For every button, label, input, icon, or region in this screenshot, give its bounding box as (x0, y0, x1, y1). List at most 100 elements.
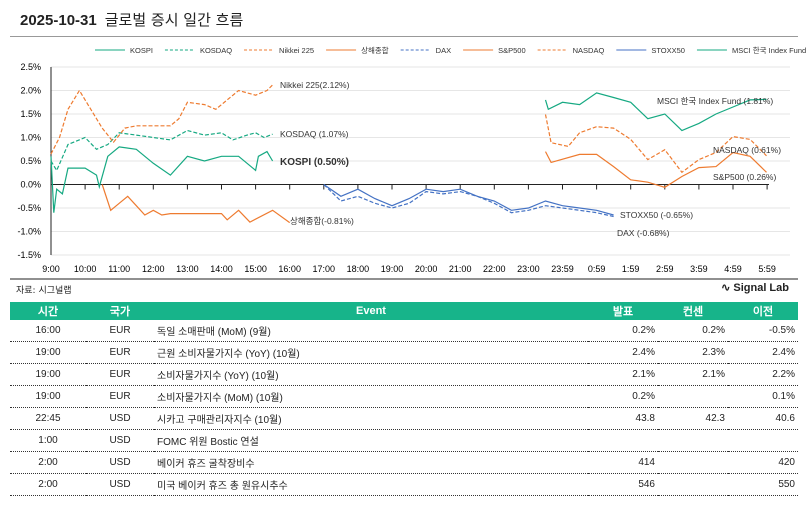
column-header: 컨센 (658, 302, 728, 320)
x-tick-label: 23:59 (551, 264, 574, 274)
series-label: NASDAQ (0.61%) (713, 145, 781, 155)
pulse-icon: ∿ (721, 282, 731, 294)
y-tick-label: 0.0% (20, 180, 41, 190)
table-cell: 546 (588, 473, 658, 496)
x-tick-label: 16:00 (278, 264, 301, 274)
table-cell: 22:45 (10, 407, 86, 430)
series-label: KOSDAQ (1.07%) (280, 129, 349, 139)
x-tick-label: 14:00 (210, 264, 233, 274)
table-cell: 2.4% (728, 341, 798, 364)
legend-item: DAX (436, 46, 451, 55)
x-tick-label: 13:00 (176, 264, 199, 274)
series-label: 상해종합(-0.81%) (290, 216, 354, 226)
series-label: S&P500 (0.26%) (713, 172, 776, 182)
x-tick-label: 0:59 (588, 264, 606, 274)
title-text: 글로벌 증시 일간 흐름 (104, 11, 244, 29)
page-title: 2025-10-31 글로벌 증시 일간 흐름 (20, 9, 243, 30)
series-line-kospi (50, 146, 274, 213)
line-chart: 2.5% 2.0% 1.5% 1.0% 0.5% 0.0% -0.5% -1.0% -1.5%9… (10, 45, 806, 280)
table-cell: 2:00 (10, 473, 86, 496)
legend-item: Nikkei 225 (279, 46, 314, 55)
table-cell: 40.6 (728, 407, 798, 430)
table-cell: EUR (86, 385, 154, 408)
table-cell: 42.3 (658, 407, 728, 430)
table-cell: USD (86, 451, 154, 474)
table-cell: 2.4% (588, 341, 658, 364)
table-cell: EUR (86, 341, 154, 364)
table-cell (728, 429, 798, 452)
table-cell: 근원 소비자물가지수 (YoY) (10월) (154, 341, 588, 364)
table-cell (658, 473, 728, 496)
table-cell: 2.3% (658, 341, 728, 364)
x-tick-label: 23:00 (517, 264, 540, 274)
table-cell: 2.1% (588, 363, 658, 386)
date: 2025-10-31 (20, 12, 97, 29)
x-tick-label: 20:00 (415, 264, 438, 274)
table-cell: 43.8 (588, 407, 658, 430)
table-cell: USD (86, 429, 154, 452)
legend-item: KOSDAQ (200, 46, 232, 55)
table-cell: 19:00 (10, 341, 86, 364)
table-row: 19:00 EUR 소비자물가지수 (YoY) (10월) 2.1% 2.1% 2.2% (10, 363, 798, 386)
table-row: 2:00 USD 미국 베이커 휴즈 총 원유시추수 546 550 (10, 473, 798, 496)
table-cell: -0.5% (728, 320, 798, 342)
table-cell: 0.2% (658, 320, 728, 342)
x-tick-label: 11:00 (108, 264, 130, 274)
divider (10, 36, 798, 37)
table-cell: 19:00 (10, 385, 86, 408)
column-header: 국가 (86, 302, 154, 320)
series-line-s-p500 (544, 151, 767, 188)
column-header: 시간 (10, 302, 86, 320)
y-tick-label: -1.5% (17, 250, 41, 260)
table-cell: FOMC 위원 Bostic 연설 (154, 429, 588, 452)
table-cell: 16:00 (10, 320, 86, 342)
table-cell: 420 (728, 451, 798, 474)
table-cell (658, 429, 728, 452)
x-tick-label: 3:59 (690, 264, 708, 274)
x-tick-label: 12:00 (142, 264, 165, 274)
table-cell: 414 (588, 451, 658, 474)
table-cell: 2:00 (10, 451, 86, 474)
series-line-nikkei-225 (50, 84, 274, 155)
table-cell: EUR (86, 363, 154, 386)
table-row: 1:00 USD FOMC 위원 Bostic 연설 (10, 429, 798, 452)
legend-item: STOXX50 (651, 46, 685, 55)
legend-item: NASDAQ (573, 46, 605, 55)
table-row: 19:00 EUR 소비자물가지수 (MoM) (10월) 0.2% 0.1% (10, 385, 798, 408)
table-cell: 2.1% (658, 363, 728, 386)
table-cell (658, 451, 728, 474)
x-tick-label: 15:00 (244, 264, 267, 274)
x-tick-label: 21:00 (449, 264, 472, 274)
brand-name: Signal Lab (733, 282, 789, 294)
series-line-kosdaq (50, 129, 273, 172)
y-tick-label: 1.5% (20, 109, 41, 119)
x-tick-label: 9:00 (42, 264, 60, 274)
x-tick-label: 22:00 (483, 264, 506, 274)
x-tick-label: 1:59 (622, 264, 640, 274)
table-cell: 2.2% (728, 363, 798, 386)
y-tick-label: 1.0% (20, 133, 41, 143)
table-cell: 1:00 (10, 429, 86, 452)
x-tick-label: 2:59 (656, 264, 674, 274)
series-label: Nikkei 225(2.12%) (280, 80, 350, 90)
table-row: 16:00 EUR 독일 소매판매 (MoM) (9월) 0.2% 0.2% -0.5% (10, 320, 798, 342)
table-cell: EUR (86, 320, 154, 342)
table-cell: 베이커 휴즈 굴착장비수 (154, 451, 588, 474)
source-note: 자료: 시그널랩 (16, 286, 72, 296)
y-tick-label: -0.5% (17, 203, 41, 213)
series-label: DAX (-0.68%) (617, 228, 670, 238)
y-tick-label: 0.5% (20, 156, 41, 166)
column-header: 발표 (588, 302, 658, 320)
series-label: KOSPI (0.50%) (280, 157, 349, 168)
x-tick-label: 10:00 (74, 264, 97, 274)
table-cell: 0.2% (588, 320, 658, 342)
table-cell: USD (86, 407, 154, 430)
x-tick-label: 4:59 (724, 264, 742, 274)
table-cell: 시카고 구매관리자지수 (10월) (154, 407, 588, 430)
x-tick-label: 5:59 (758, 264, 776, 274)
table-cell: 미국 베이커 휴즈 총 원유시추수 (154, 473, 588, 496)
table-cell: 독일 소매판매 (MoM) (9월) (154, 320, 588, 342)
series-line-dax (323, 184, 614, 218)
series-line-- (101, 184, 291, 224)
y-tick-label: -1.0% (17, 227, 41, 237)
